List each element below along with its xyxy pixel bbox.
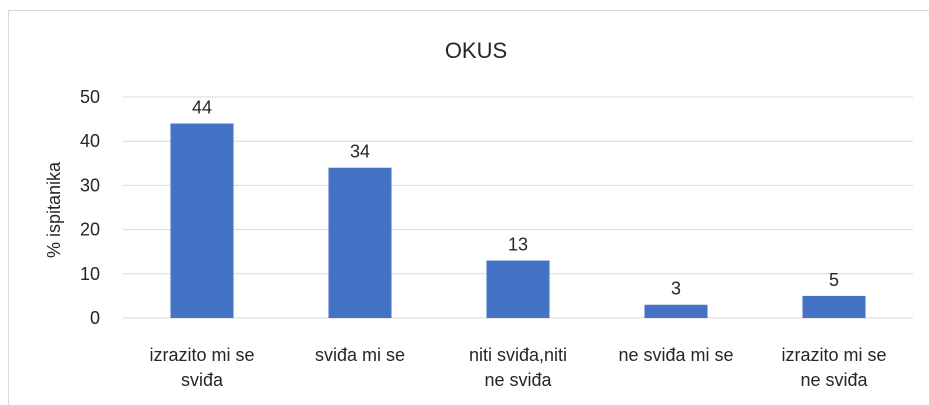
x-tick-label: sviđa mi se xyxy=(315,345,405,365)
chart-title: OKUS xyxy=(445,38,507,63)
y-tick-label: 20 xyxy=(80,220,100,240)
data-label: 13 xyxy=(508,235,528,255)
y-tick-label: 10 xyxy=(80,264,100,284)
bar xyxy=(170,123,234,319)
x-tick-label: izrazito mi se sviđa xyxy=(149,345,254,390)
bar xyxy=(644,304,708,318)
bar xyxy=(486,260,550,318)
data-label: 34 xyxy=(350,142,370,162)
y-tick-label: 50 xyxy=(80,87,100,107)
y-tick-label: 30 xyxy=(80,175,100,195)
x-tick-label: izrazito mi se ne sviđa xyxy=(781,345,886,390)
bar xyxy=(802,295,866,318)
data-label: 3 xyxy=(671,279,681,299)
y-axis-label: % ispitanika xyxy=(44,161,64,258)
x-tick-label: niti sviđa,niti ne sviđa xyxy=(469,345,567,390)
y-tick-label: 0 xyxy=(90,308,100,328)
bar xyxy=(328,167,392,318)
data-label: 44 xyxy=(192,98,212,118)
chart-frame xyxy=(8,10,929,405)
y-tick-label: 40 xyxy=(80,131,100,151)
x-tick-label: ne sviđa mi se xyxy=(618,345,733,365)
data-label: 5 xyxy=(829,270,839,290)
